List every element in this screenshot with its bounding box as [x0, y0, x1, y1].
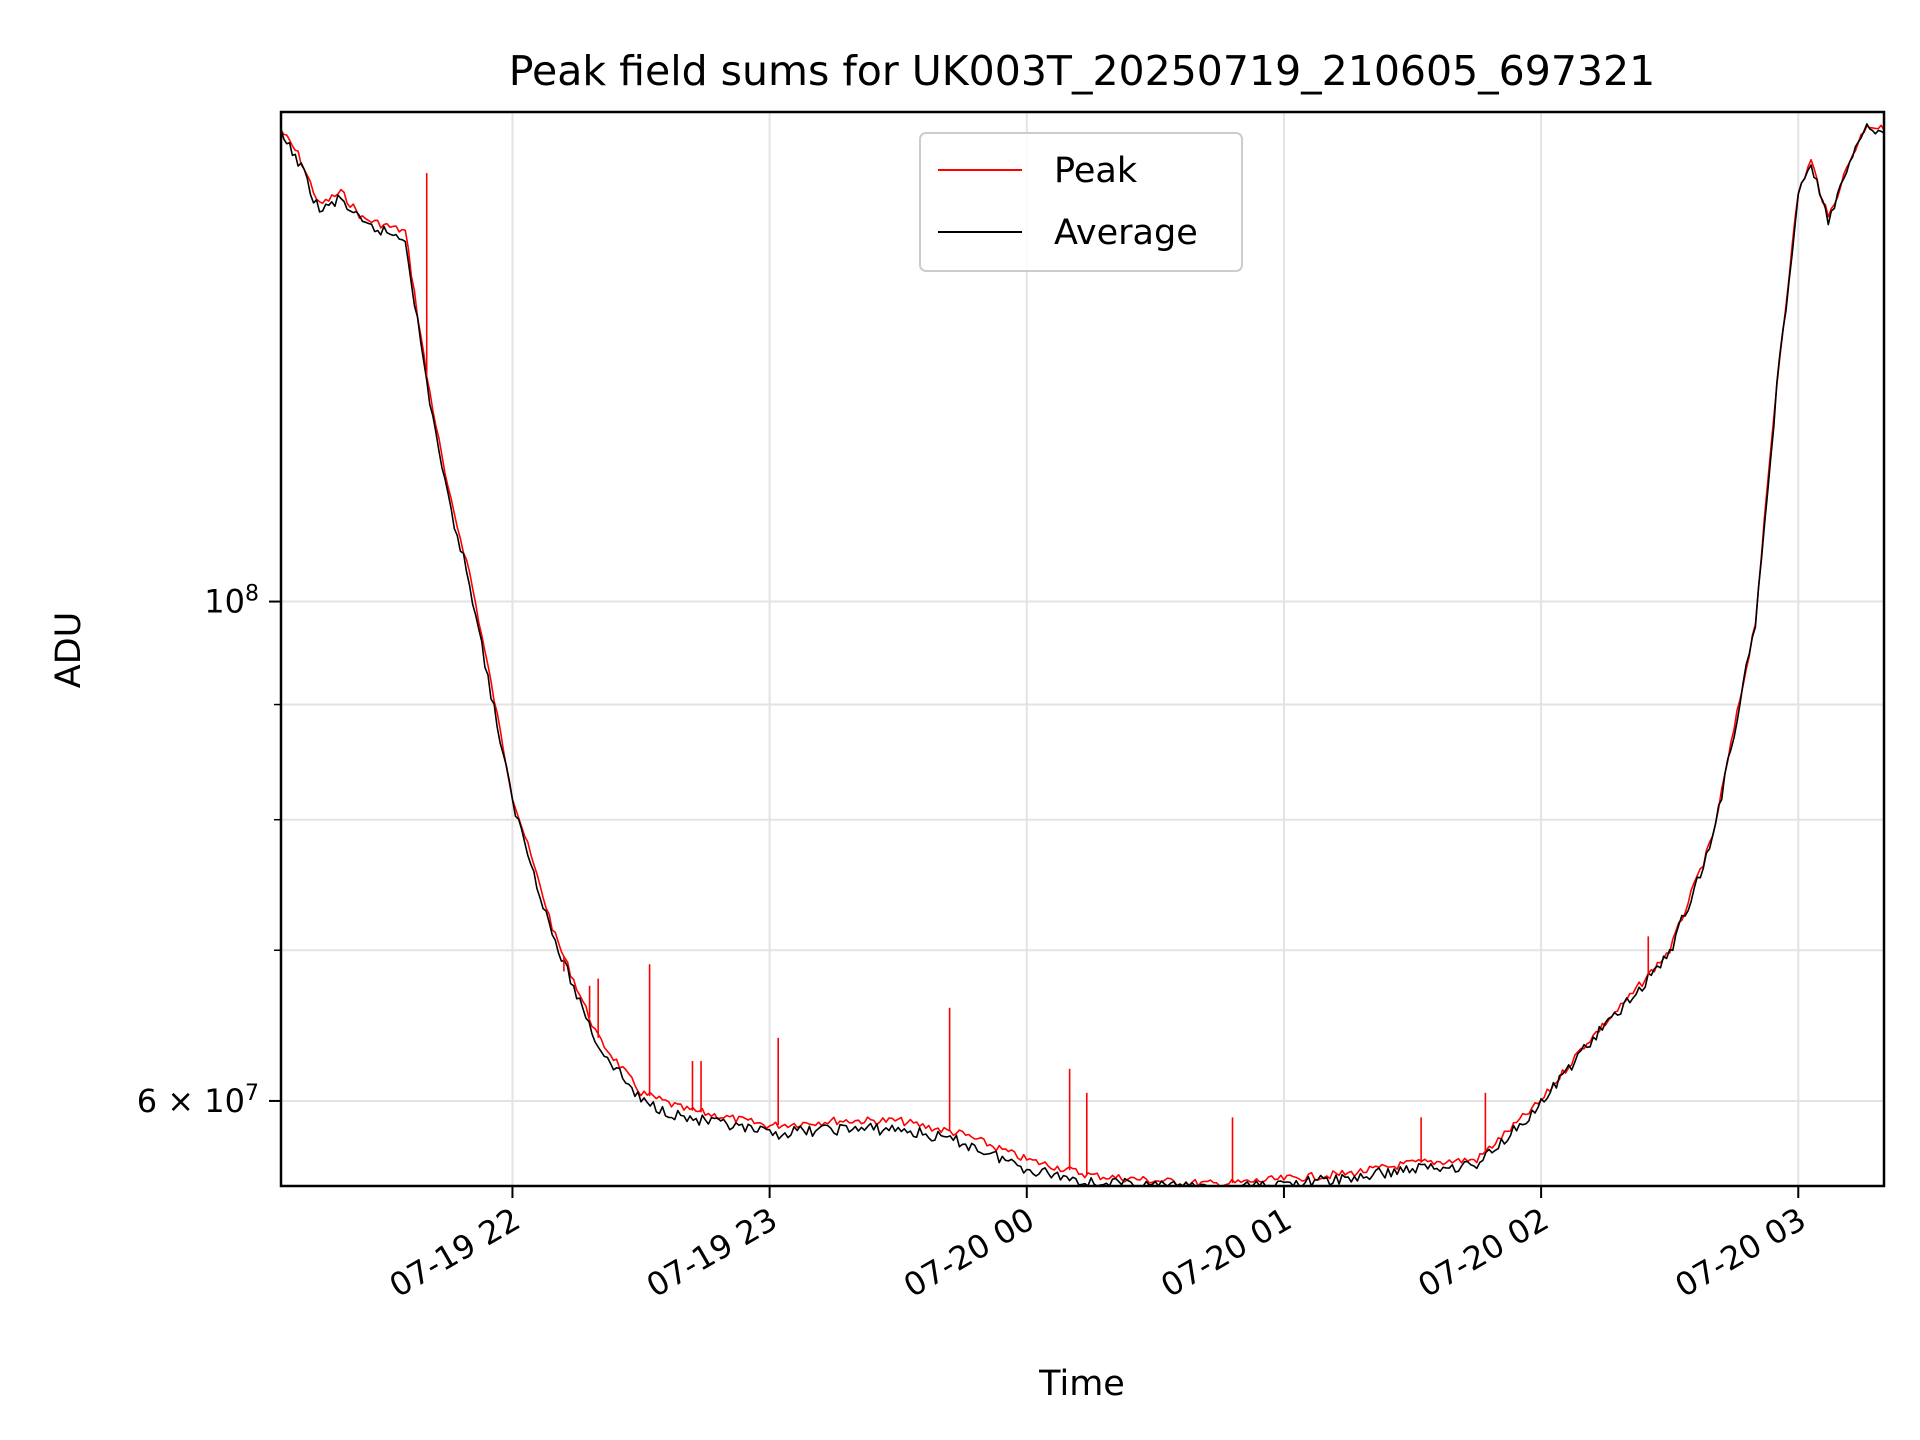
x-tick-label: 07-20 00 — [897, 1200, 1041, 1305]
plot-frame — [279, 110, 1886, 1188]
grid — [281, 112, 1884, 1186]
y-tick-label: 108 — [204, 581, 259, 621]
legend: Peak Average — [919, 132, 1243, 272]
series-layer — [280, 123, 1885, 1187]
x-tick-label: 07-20 03 — [1669, 1200, 1813, 1305]
legend-box — [919, 132, 1243, 272]
ticks: 07-19 22 07-19 23 07-20 00 07-20 01 07-20 02… — [137, 581, 1813, 1305]
series-line-average — [280, 123, 1885, 1187]
x-tick-label: 07-19 22 — [383, 1200, 527, 1305]
x-tick-label: 07-19 23 — [640, 1200, 784, 1305]
legend-label-average: Average — [1054, 213, 1198, 253]
y-axis-label: ADU — [49, 612, 89, 689]
series-line-peak — [280, 124, 1885, 1187]
y-tick-base: 6 — [137, 1082, 157, 1120]
chart-title: Peak field sums for UK003T_20250719_2106… — [509, 47, 1655, 95]
y-tick-times: × 10 — [157, 1082, 245, 1120]
y-tick-label: 6 × 107 — [137, 1080, 259, 1120]
x-tick-label: 07-20 01 — [1154, 1200, 1298, 1305]
x-axis-label: Time — [1038, 1364, 1125, 1404]
legend-label-peak: Peak — [1054, 151, 1138, 191]
y-tick-exponent: 8 — [245, 581, 259, 606]
y-tick-base-ten: 10 — [204, 583, 245, 621]
x-tick-label: 07-20 02 — [1412, 1200, 1556, 1305]
y-tick-exponent: 7 — [245, 1080, 259, 1105]
